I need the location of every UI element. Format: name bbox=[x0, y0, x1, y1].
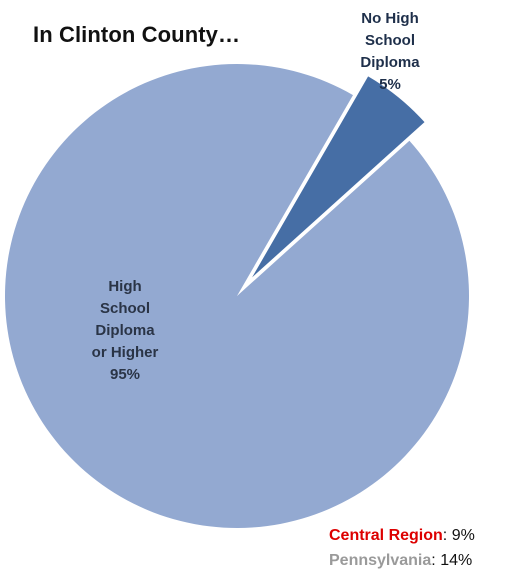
slice-label-line: 95% bbox=[109, 366, 141, 383]
comparison-separator: : bbox=[431, 552, 436, 569]
comparison-value: 14% bbox=[440, 552, 473, 569]
pie-slice-high-school-diploma-or-higher bbox=[5, 63, 470, 528]
comparison-value: 9% bbox=[451, 527, 475, 544]
slice-label-line: High bbox=[108, 278, 142, 295]
slice-label-line: 5% bbox=[379, 76, 401, 93]
comparison-notes: Central Region: 9% Pennsylvania: 14% bbox=[329, 523, 475, 573]
slice-label-line: No High bbox=[361, 10, 419, 27]
chart-title: In Clinton County… bbox=[33, 22, 241, 47]
comparison-name: Pennsylvania bbox=[329, 552, 432, 569]
slice-label-line: or Higher bbox=[91, 344, 159, 361]
comparison-name: Central Region bbox=[329, 527, 443, 544]
comparison-separator: : bbox=[442, 527, 448, 544]
comparison-pennsylvania: Pennsylvania: 14% bbox=[329, 548, 475, 573]
slice-label-high-school-diploma-or-higher: High School Diploma or Higher 95% bbox=[60, 276, 190, 386]
slice-label-no-high-school-diploma: No High School Diploma 5% bbox=[330, 8, 450, 96]
slice-label-line: School bbox=[364, 32, 415, 49]
slice-label-line: Diploma bbox=[95, 322, 155, 339]
slice-label-line: Diploma bbox=[360, 54, 420, 71]
pie-slice-no-high-school-diploma bbox=[252, 76, 425, 278]
comparison-central-region: Central Region: 9% bbox=[329, 523, 475, 548]
slice-label-line: School bbox=[99, 300, 150, 317]
